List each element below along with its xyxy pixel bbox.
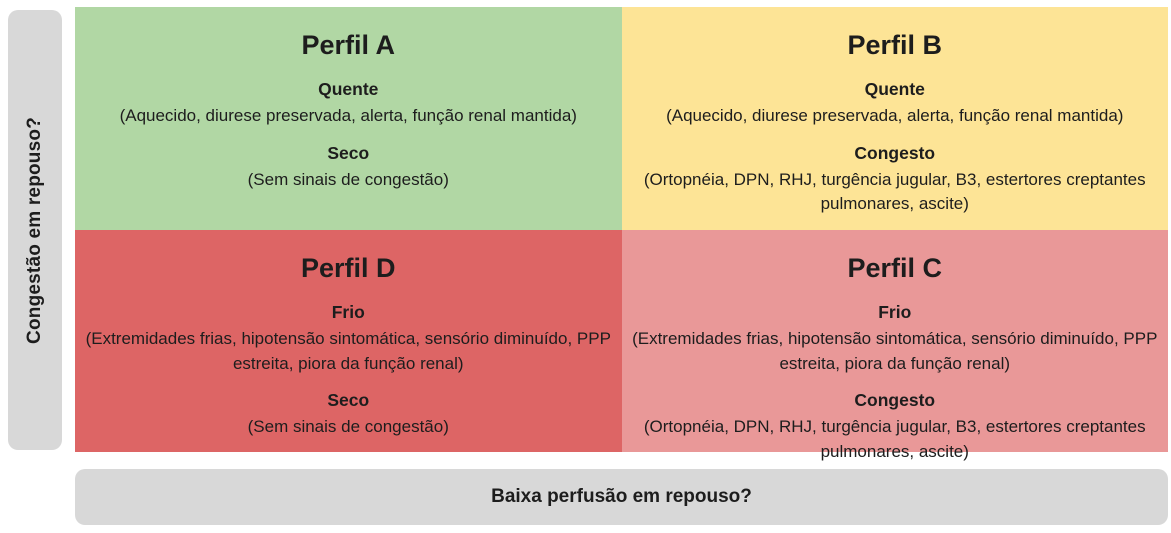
quadrant-title: Perfil D xyxy=(300,253,396,283)
x-axis-label-bar: Baixa perfusão em repouso? xyxy=(75,469,1168,525)
section-detail-temperature: (Extremidades frias, hipotensão sintomát… xyxy=(632,329,1158,373)
section-heading-temperature: Frio xyxy=(878,302,912,323)
section-detail-temperature: (Extremidades frias, hipotensão sintomát… xyxy=(85,329,611,373)
section-detail-temperature: (Aquecido, diurese preservada, alerta, f… xyxy=(666,106,1124,126)
section-detail-temperature: (Aquecido, diurese preservada, alerta, f… xyxy=(119,106,577,126)
section-heading-congestion: Congesto xyxy=(854,142,936,163)
quadrant-grid: Perfil A Quente (Aquecido, diurese prese… xyxy=(75,7,1168,461)
section-heading-congestion: Congesto xyxy=(854,390,936,411)
quadrant-title: Perfil B xyxy=(847,30,943,60)
quadrant-title: Perfil A xyxy=(301,30,396,60)
section-heading-temperature: Quente xyxy=(318,79,379,100)
section-detail-congestion: (Sem sinais de congestão) xyxy=(247,169,449,189)
section-detail-congestion: (Ortopnéia, DPN, RHJ, turgência jugular,… xyxy=(643,417,1146,461)
quadrant-perfil-b: Perfil B Quente (Aquecido, diurese prese… xyxy=(621,7,1168,230)
y-axis-label-bar: Congestão em repouso? xyxy=(8,10,62,450)
section-detail-congestion: (Sem sinais de congestão) xyxy=(247,417,449,437)
quadrant-title: Perfil C xyxy=(847,253,943,283)
section-heading-congestion: Seco xyxy=(327,390,370,411)
quadrant-perfil-a: Perfil A Quente (Aquecido, diurese prese… xyxy=(75,7,622,230)
section-heading-congestion: Seco xyxy=(327,142,370,163)
section-heading-temperature: Frio xyxy=(331,302,365,323)
x-axis-label: Baixa perfusão em repouso? xyxy=(491,486,752,507)
y-axis-label: Congestão em repouso? xyxy=(24,116,45,344)
quadrant-perfil-c: Perfil C Frio (Extremidades frias, hipot… xyxy=(621,230,1168,461)
section-heading-temperature: Quente xyxy=(864,79,925,100)
quadrant-perfil-d: Perfil D Frio (Extremidades frias, hipot… xyxy=(75,230,622,452)
section-detail-congestion: (Ortopnéia, DPN, RHJ, turgência jugular,… xyxy=(643,169,1146,214)
